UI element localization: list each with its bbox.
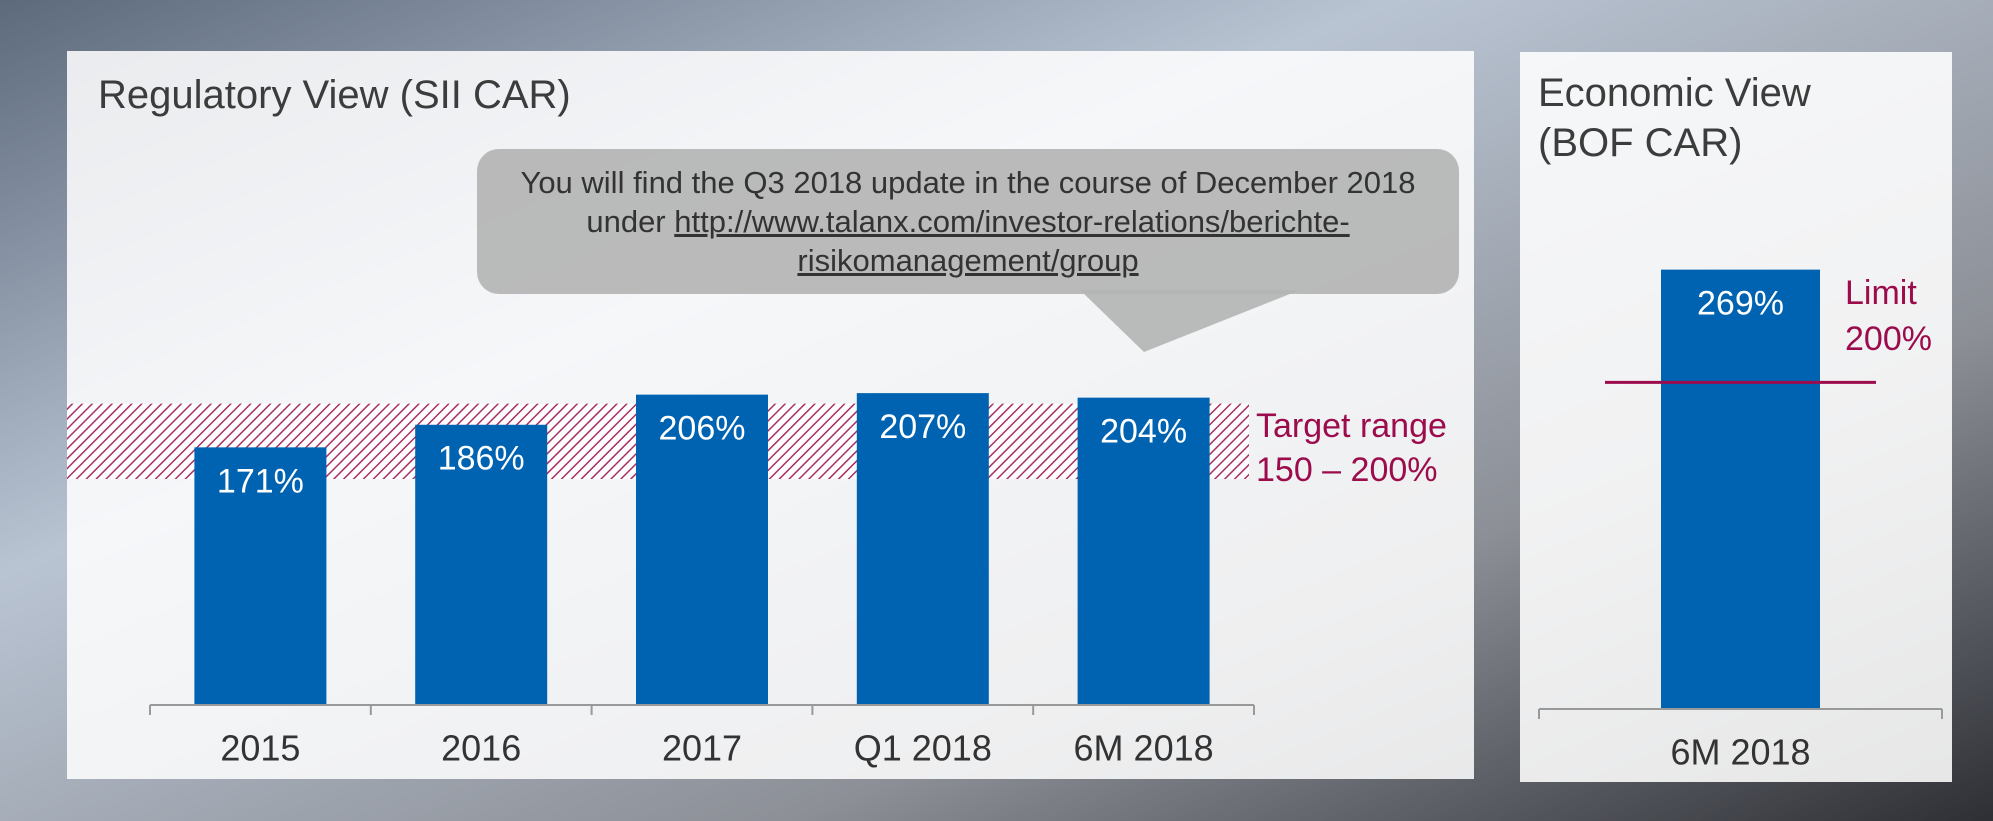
annotation: Limit	[1845, 274, 1917, 312]
x-tick-label: Q1 2018	[854, 728, 992, 769]
data-label: 171%	[217, 462, 304, 500]
x-tick-label: 6M 2018	[1670, 732, 1810, 773]
data-label: 186%	[438, 440, 525, 478]
x-tick-label: 6M 2018	[1074, 728, 1214, 769]
x-tick-label: 2017	[662, 728, 742, 769]
slide: Target range 150 – 200% 171% 2015 186% 2016 20…	[0, 0, 1993, 821]
callout-link[interactable]: http://www.talanx.com/investor-relations…	[674, 204, 1349, 278]
data-label: 204%	[1100, 413, 1187, 451]
chart-title: Economic View (BOF CAR)	[1538, 68, 1838, 168]
bar	[1661, 270, 1820, 709]
callout: You will find the Q3 2018 update in the …	[477, 149, 1459, 294]
annotation: 150 – 200%	[1256, 451, 1438, 489]
chart-title: Regulatory View (SII CAR)	[98, 70, 571, 120]
data-label: 206%	[659, 410, 746, 448]
x-tick-label: 2016	[441, 728, 521, 769]
annotation: 200%	[1845, 320, 1932, 358]
data-label: 207%	[879, 408, 966, 446]
annotation: Target range	[1256, 407, 1447, 445]
data-label: 269%	[1697, 285, 1784, 323]
x-tick-label: 2015	[220, 728, 300, 769]
